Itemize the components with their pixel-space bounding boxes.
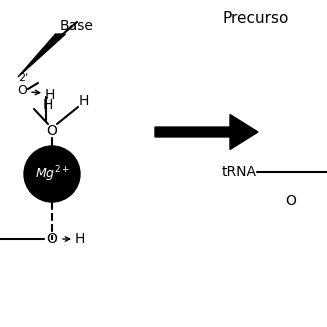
Text: $Mg^{2+}$: $Mg^{2+}$ (35, 164, 69, 184)
Text: H: H (43, 98, 53, 112)
Text: O: O (46, 124, 58, 138)
Text: O: O (17, 84, 27, 97)
Circle shape (24, 146, 80, 202)
Text: H: H (75, 232, 85, 246)
Text: 2': 2' (18, 73, 28, 83)
Polygon shape (18, 34, 65, 77)
Text: Precurso: Precurso (222, 11, 288, 26)
Text: H: H (45, 88, 55, 102)
Text: O: O (285, 194, 296, 208)
Text: O: O (46, 232, 58, 246)
FancyArrow shape (155, 114, 258, 149)
Text: tRNA: tRNA (222, 165, 257, 179)
Text: H: H (79, 94, 89, 108)
Text: Base: Base (60, 19, 94, 33)
